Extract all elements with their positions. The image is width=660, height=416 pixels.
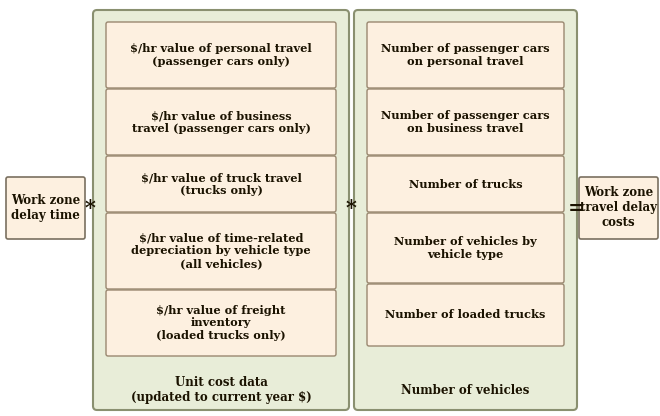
FancyBboxPatch shape <box>106 22 336 88</box>
Text: Number of trucks: Number of trucks <box>409 178 522 190</box>
FancyBboxPatch shape <box>6 177 85 239</box>
Text: Number of passenger cars
on business travel: Number of passenger cars on business tra… <box>381 110 550 134</box>
Text: $/hr value of truck travel
(trucks only): $/hr value of truck travel (trucks only) <box>141 172 302 196</box>
Text: $/hr value of business
travel (passenger cars only): $/hr value of business travel (passenger… <box>131 110 310 134</box>
FancyBboxPatch shape <box>106 156 336 212</box>
FancyBboxPatch shape <box>93 10 349 410</box>
Text: $/hr value of time-related
depreciation by vehicle type
(all vehicles): $/hr value of time-related depreciation … <box>131 233 311 269</box>
Text: Work zone
delay time: Work zone delay time <box>11 194 80 222</box>
Text: Work zone
travel delay
costs: Work zone travel delay costs <box>580 186 657 230</box>
FancyBboxPatch shape <box>106 89 336 155</box>
Text: Number of vehicles by
vehicle type: Number of vehicles by vehicle type <box>394 236 537 260</box>
Text: Number of vehicles: Number of vehicles <box>401 384 530 396</box>
FancyBboxPatch shape <box>579 177 658 239</box>
FancyBboxPatch shape <box>106 290 336 356</box>
Text: Unit cost data
(updated to current year $): Unit cost data (updated to current year … <box>131 376 312 404</box>
FancyBboxPatch shape <box>354 10 577 410</box>
Text: $/hr value of personal travel
(passenger cars only): $/hr value of personal travel (passenger… <box>130 43 312 67</box>
Text: *: * <box>84 198 96 218</box>
Text: $/hr value of freight
inventory
(loaded trucks only): $/hr value of freight inventory (loaded … <box>156 305 286 341</box>
Text: Number of loaded trucks: Number of loaded trucks <box>385 310 546 320</box>
FancyBboxPatch shape <box>367 89 564 155</box>
Text: =: = <box>568 198 586 218</box>
FancyBboxPatch shape <box>367 156 564 212</box>
Text: *: * <box>346 198 357 218</box>
FancyBboxPatch shape <box>367 213 564 283</box>
FancyBboxPatch shape <box>106 213 336 289</box>
FancyBboxPatch shape <box>367 22 564 88</box>
Text: Number of passenger cars
on personal travel: Number of passenger cars on personal tra… <box>381 43 550 67</box>
FancyBboxPatch shape <box>367 284 564 346</box>
